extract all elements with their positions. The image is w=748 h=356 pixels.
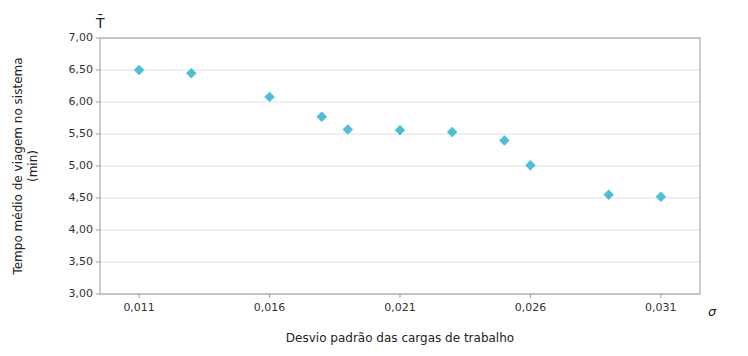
y-axis-label: Tempo médio de viagem no sistema(min) (11, 57, 40, 275)
x-tick (530, 294, 531, 298)
grid-line (100, 262, 700, 263)
point (186, 68, 196, 78)
y-axis-label-line: Tempo médio de viagem no sistema (11, 57, 25, 275)
y-tick (96, 134, 100, 135)
point (447, 127, 457, 137)
plot-frame (100, 38, 700, 294)
y-axis-label-line: (min) (26, 150, 40, 182)
point (265, 92, 275, 102)
x-tick (400, 294, 401, 298)
data-points (134, 65, 666, 202)
x-tick-label: 0,016 (254, 301, 286, 314)
y-tick-label: 4,50 (69, 191, 94, 204)
point (604, 190, 614, 200)
x-tick-label: 0,031 (645, 301, 677, 314)
x-tick-label: 0,011 (123, 301, 155, 314)
point (499, 135, 509, 145)
chart-container: 3,00 3,50 4,00 4,50 5,00 5,50 6,00 6,50 7,00 0,01… (0, 0, 748, 356)
grid-line (100, 230, 700, 231)
y-tick (96, 166, 100, 167)
y-tick-label: 4,00 (69, 223, 94, 236)
point (343, 125, 353, 135)
point (656, 192, 666, 202)
point (317, 112, 327, 122)
y-tick-label: 3,50 (69, 255, 94, 268)
annotation: σ (708, 304, 717, 319)
y-tick-label: 7,00 (69, 31, 94, 44)
x-axis: 0,011 0,016 0,021 0,026 0,031 (123, 294, 676, 314)
point (134, 65, 144, 75)
y-tick-label: 5,50 (69, 127, 94, 140)
y-tick-label: 6,50 (69, 63, 94, 76)
annotation: T̄ (95, 14, 105, 31)
point (525, 160, 535, 170)
y-tick-label: 3,00 (69, 287, 94, 300)
x-tick (660, 294, 661, 298)
x-axis-label: Desvio padrão das cargas de trabalho (286, 331, 514, 345)
y-tick-label: 5,00 (69, 159, 94, 172)
y-tick (96, 38, 100, 39)
y-tick (96, 102, 100, 103)
x-tick-label: 0,026 (515, 301, 547, 314)
y-tick-label: 6,00 (69, 95, 94, 108)
x-tick-label: 0,021 (384, 301, 416, 314)
point (395, 125, 405, 135)
x-tick (269, 294, 270, 298)
chart: 3,00 3,50 4,00 4,50 5,00 5,50 6,00 6,50 7,00 0,01… (0, 0, 748, 356)
y-tick (96, 70, 100, 71)
grid-line (100, 166, 700, 167)
y-tick (96, 198, 100, 199)
x-tick (139, 294, 140, 298)
y-tick (96, 294, 100, 295)
y-tick (96, 230, 100, 231)
grid (100, 38, 700, 294)
y-tick (96, 262, 100, 263)
grid-line (100, 102, 700, 103)
y-axis: 3,00 3,50 4,00 4,50 5,00 5,50 6,00 6,50 7,00 (69, 31, 101, 300)
